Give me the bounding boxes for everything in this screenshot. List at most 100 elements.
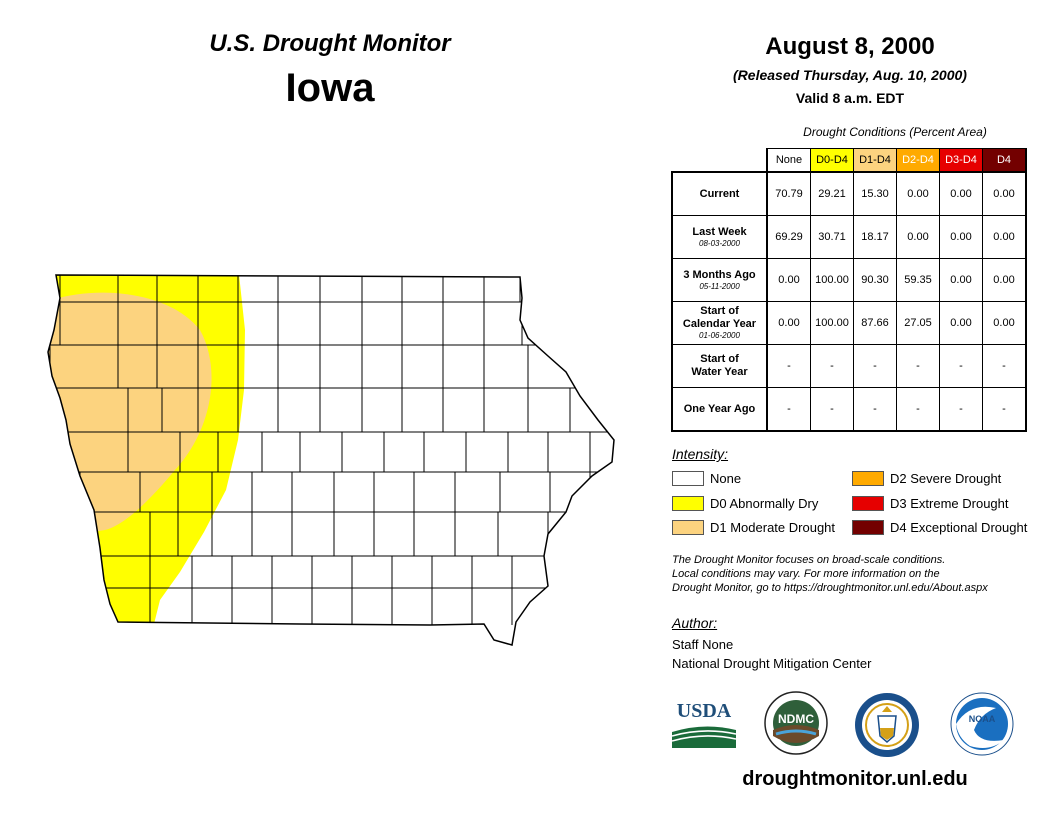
table-corner — [672, 148, 767, 173]
ndmc-logo: NDMC — [764, 691, 828, 755]
row-label: Last Week 08-03-2000 — [671, 215, 768, 259]
table-cell: - — [810, 387, 854, 432]
table-cell: 30.71 — [810, 215, 854, 259]
table-cell: 0.00 — [896, 171, 940, 216]
table-row: One Year Ago - - - - - - — [671, 387, 1027, 432]
legend-label: None — [710, 471, 742, 486]
legend-item-d2: D2 Severe Drought — [852, 471, 1001, 486]
row-label: Start of Water Year — [671, 344, 768, 388]
table-cell: 0.00 — [766, 301, 811, 345]
table-cell: 69.29 — [766, 215, 811, 259]
table-cell: - — [939, 387, 983, 432]
row-label: Start of Calendar Year 01-06-2000 — [671, 301, 768, 345]
legend-swatch — [672, 496, 704, 511]
legend-label: D2 Severe Drought — [890, 471, 1002, 486]
column-header: D3-D4 — [939, 148, 983, 173]
author-title: Author: — [672, 615, 718, 631]
usda-logo-text: USDA — [676, 700, 732, 722]
author-name: Staff None — [672, 637, 734, 652]
table-cell: 0.00 — [982, 258, 1027, 302]
row-label-text: Last Week — [692, 225, 747, 238]
table-cell: - — [896, 387, 940, 432]
legend-swatch — [852, 496, 884, 511]
legend-item-d4: D4 Exceptional Drought — [852, 520, 1027, 535]
table-cell: 87.66 — [853, 301, 897, 345]
map-date: August 8, 2000 — [765, 33, 935, 60]
legend-item-d0: D0 Abnormally Dry — [672, 496, 818, 511]
legend-label: D4 Exceptional Drought — [890, 520, 1028, 535]
table-cell: 100.00 — [810, 258, 854, 302]
row-label: Current — [671, 171, 768, 216]
legend-item-none: None — [672, 471, 741, 486]
row-label-text: Water Year — [691, 366, 748, 378]
website-link[interactable]: droughtmonitor.unl.edu — [742, 768, 968, 790]
d1-area — [48, 292, 212, 540]
table-row: Start of Water Year - - - - - - — [671, 344, 1027, 388]
usda-logo: USDA — [672, 700, 736, 748]
row-label-text: Current — [699, 187, 740, 200]
legend-item-d3: D3 Extreme Drought — [852, 496, 1009, 511]
table-cell: - — [766, 344, 811, 388]
table-cell: - — [982, 344, 1027, 388]
table-row: Current 70.79 29.21 15.30 0.00 0.00 0.00 — [671, 171, 1027, 216]
table-cell: 0.00 — [939, 171, 983, 216]
county-boundaries — [48, 275, 614, 625]
noaa-logo: NOAA — [950, 692, 1014, 756]
author-org: National Drought Mitigation Center — [672, 656, 872, 671]
column-header: D2-D4 — [896, 148, 940, 173]
table-cell: 90.30 — [853, 258, 897, 302]
table-cell: 0.00 — [982, 171, 1027, 216]
row-label-text: 3 Months Ago — [683, 268, 756, 281]
table-cell: - — [810, 344, 854, 388]
table-row: 3 Months Ago 05-11-2000 0.00 100.00 90.30 59.… — [671, 258, 1027, 302]
table-cell: 0.00 — [896, 215, 940, 259]
disclaimer: The Drought Monitor focuses on broad-sca… — [672, 553, 1032, 595]
table-cell: - — [896, 344, 940, 388]
row-date: 08-03-2000 — [699, 238, 740, 248]
noaa-logo-text: NOAA — [969, 714, 996, 724]
row-label: One Year Ago — [671, 387, 768, 432]
legend-label: D3 Extreme Drought — [890, 496, 1009, 511]
legend-label: D0 Abnormally Dry — [710, 496, 819, 511]
column-header: D4 — [982, 148, 1027, 173]
table-cell: 0.00 — [939, 215, 983, 259]
table-cell: - — [982, 387, 1027, 432]
table-cell: 18.17 — [853, 215, 897, 259]
legend-item-d1: D1 Moderate Drought — [672, 520, 835, 535]
row-date: 01-06-2000 — [699, 331, 740, 340]
iowa-drought-map — [47, 274, 615, 646]
table-cell: 100.00 — [810, 301, 854, 345]
table-cell: - — [853, 387, 897, 432]
table-cell: 0.00 — [766, 258, 811, 302]
table-cell: - — [939, 344, 983, 388]
product-title: U.S. Drought Monitor — [209, 30, 451, 57]
table-row: Start of Calendar Year 01-06-2000 0.00 100.0… — [671, 301, 1027, 345]
legend-swatch — [672, 471, 704, 486]
drought-conditions-table: None D0-D4 D1-D4 D2-D4 D3-D4 D4 Current 70.79 29… — [671, 148, 1027, 432]
legend-swatch — [852, 520, 884, 535]
commerce-seal-icon — [855, 693, 919, 757]
disclaimer-line: Drought Monitor, go to https://droughtmo… — [672, 582, 988, 594]
table-cell: 59.35 — [896, 258, 940, 302]
row-label-text: Calendar Year — [682, 318, 757, 330]
legend-swatch — [852, 471, 884, 486]
row-label-text: One Year Ago — [683, 402, 756, 415]
legend-title: Intensity: — [672, 446, 729, 462]
state-title: Iowa — [285, 66, 375, 110]
row-date: 05-11-2000 — [699, 281, 740, 291]
table-cell: 29.21 — [810, 171, 854, 216]
table-cell: 0.00 — [982, 301, 1027, 345]
table-cell: 27.05 — [896, 301, 940, 345]
table-cell: 70.79 — [766, 171, 811, 216]
legend-label: D1 Moderate Drought — [710, 520, 836, 535]
valid-time: Valid 8 a.m. EDT — [795, 90, 905, 106]
disclaimer-line: Local conditions may vary. For more info… — [672, 568, 940, 580]
row-label-text: Start of — [700, 305, 739, 317]
ndmc-logo-text: NDMC — [778, 712, 814, 726]
release-date: (Released Thursday, Aug. 10, 2000) — [733, 67, 967, 83]
table-cell: 0.00 — [939, 301, 983, 345]
table-cell: - — [853, 344, 897, 388]
row-label: 3 Months Ago 05-11-2000 — [671, 258, 768, 302]
table-row: Last Week 08-03-2000 69.29 30.71 18.17 0.00 0.… — [671, 215, 1027, 259]
table-cell: - — [766, 387, 811, 432]
